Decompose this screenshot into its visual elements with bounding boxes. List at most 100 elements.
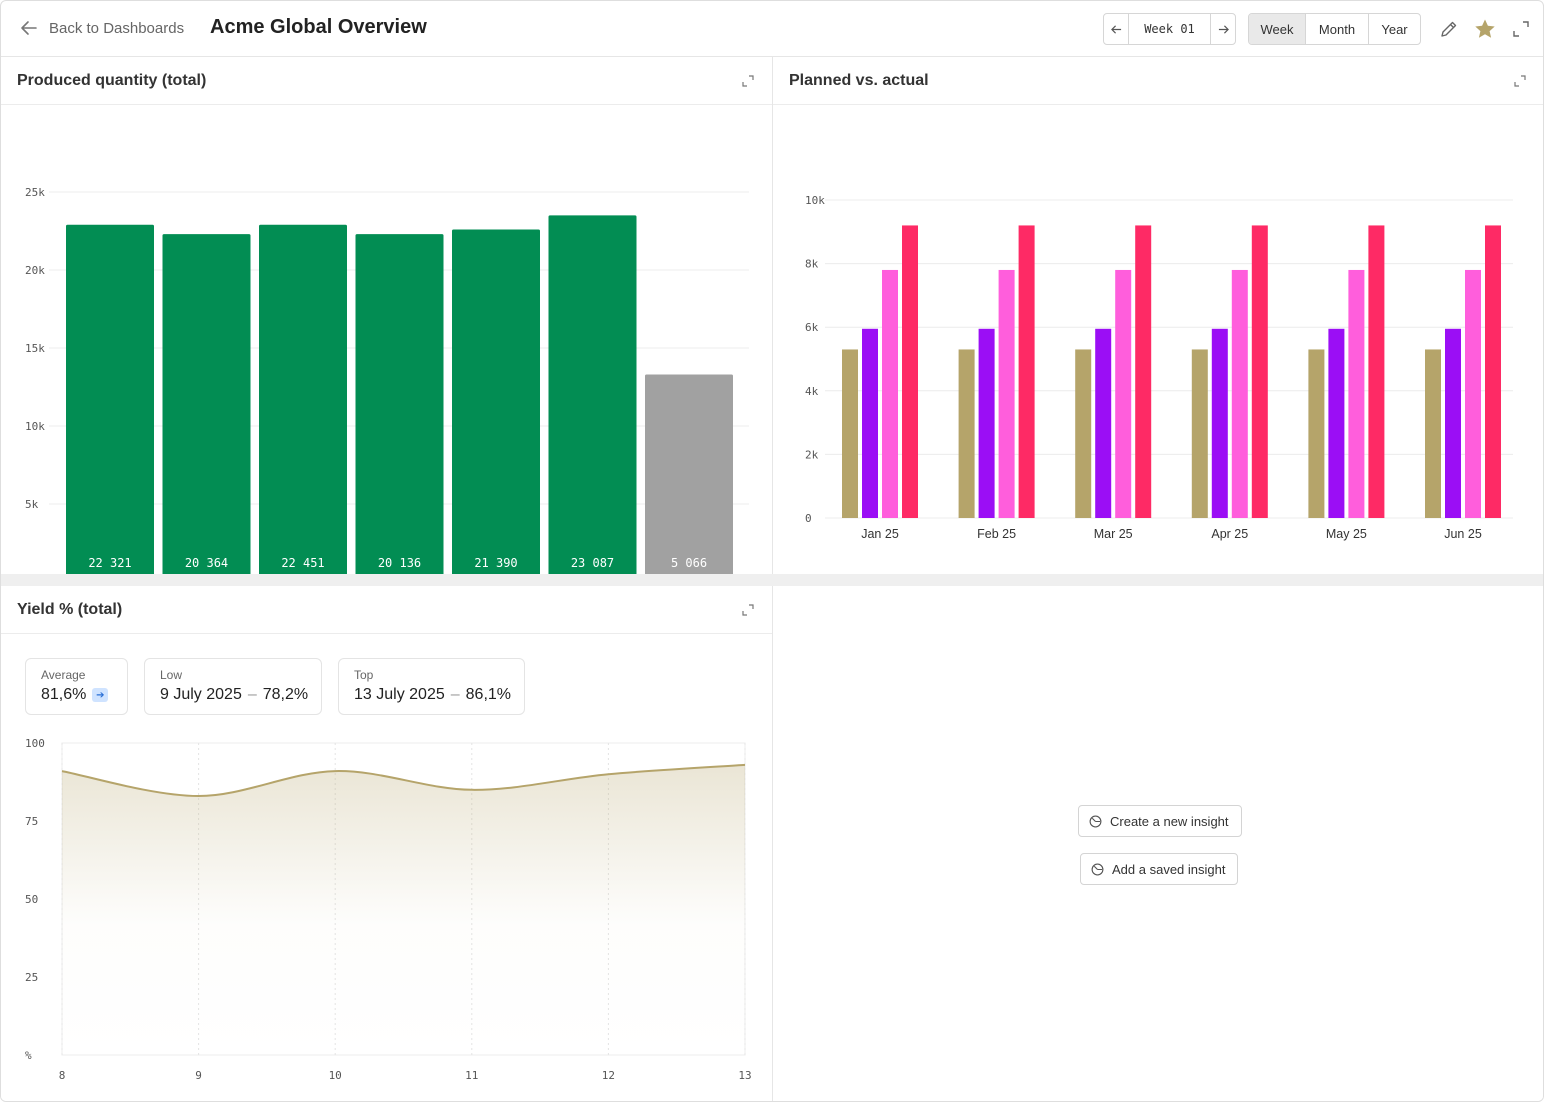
y-tick-label: 100 [25,737,45,750]
x-tick-label: Jun 25 [1444,527,1482,541]
bar [1251,225,1268,518]
x-tick-label: 12 [602,1069,615,1082]
back-to-dashboards-link[interactable]: Back to Dashboards [19,18,184,38]
expand-icon[interactable] [741,603,755,617]
bar [978,328,995,518]
panel-divider-horizontal [1,574,1543,586]
series-line [61,763,746,798]
planned-vs-actual-panel: Planned vs. actual 0 2k 4k 6k 8k 10k Jan 25 Feb… [773,57,1543,574]
x-tick-label: Apr 25 [1211,527,1248,541]
bar [1095,328,1112,518]
bar [162,234,251,574]
stat-label: Low [160,668,183,682]
low-stat-card: Low 9 July 2025 – 78,2% [144,658,322,715]
y-tick-label: 25k [25,186,45,199]
add-saved-insight-button[interactable]: Add a saved insight [1080,853,1239,885]
period-month-button[interactable]: Month [1306,14,1369,44]
bar [1115,269,1132,518]
bar [862,328,878,518]
bar-value-label: 20 364 [185,556,228,570]
bar [1328,328,1345,518]
y-tick-label: 2k [805,448,819,461]
fullscreen-icon [1513,21,1529,37]
x-tick-label: Mar 25 [1094,527,1133,541]
x-tick-label: Feb 25 [977,527,1016,541]
yield-chart: % 25 50 75 100 8 9 10 11 12 13 [25,737,752,1082]
y-tick-label: 15k [25,342,45,355]
create-insight-button[interactable]: Create a new insight [1078,805,1242,837]
expand-icon[interactable] [1513,74,1527,88]
bar-value-label: 22 321 [88,556,131,570]
y-tick-label: 20k [25,264,45,277]
bar [1425,349,1441,518]
bar [452,229,540,574]
bar [1191,349,1208,518]
previous-week-button[interactable] [1104,14,1129,44]
bar [1485,225,1501,518]
fullscreen-button[interactable] [1509,17,1533,41]
bar [1465,269,1481,518]
produced-quantity-panel: Produced quantity (total) 05k10k15k20k25… [1,57,772,574]
planned-vs-actual-chart: 0 2k 4k 6k 8k 10k Jan 25 Feb 25 Mar 25 Apr 25 May … [805,194,1513,541]
panel-header: Yield % (total) [1,586,772,634]
stat-label: Top [354,668,374,682]
stat-label: Average [41,668,86,682]
bar [1018,225,1035,518]
average-value: 81,6% [41,686,87,703]
bar [1308,349,1325,518]
bar [66,224,154,574]
panel-header: Planned vs. actual [773,57,1543,105]
y-tick-label: 10k [25,420,45,433]
y-tick-label: 25 [25,971,38,984]
arrow-left-icon [21,21,37,35]
bar [1135,225,1152,518]
x-tick-label: 8 [59,1069,66,1082]
bar [882,269,898,518]
period-year-button[interactable]: Year [1381,21,1408,37]
pencil-icon [1441,21,1457,37]
x-tick-label: May 25 [1326,527,1367,541]
period-week-button[interactable]: Week [1249,14,1306,44]
edit-button[interactable] [1437,17,1461,41]
add-saved-insight-label: Add a saved insight [1112,861,1226,877]
favorite-button[interactable] [1473,17,1497,41]
bar-value-label: 20 136 [378,556,421,570]
chart-pie-icon [1091,863,1104,875]
low-date: 9 July 2025 [160,686,242,703]
low-value: 78,2% [262,686,309,703]
bar [1231,269,1248,518]
y-tick-label: 75 [25,815,38,828]
x-tick-label: 9 [195,1069,202,1082]
y-tick-label: 50 [25,893,38,906]
x-tick-label: 10 [329,1069,342,1082]
x-tick-label: 11 [465,1069,478,1082]
bar [259,224,347,574]
y-tick-label: 4k [805,385,819,398]
week-label: Week 01 [1144,22,1195,36]
bar [355,234,444,574]
y-tick-label: 6k [805,321,819,334]
bar [1348,269,1365,518]
panel-header: Produced quantity (total) [1,57,772,105]
separator: – [247,686,257,703]
bar-value-label: 5 066 [671,556,707,570]
separator: – [450,686,460,703]
bar [1445,328,1461,518]
x-tick-label: 13 [738,1069,751,1082]
y-tick-label: % [25,1049,32,1062]
next-week-button[interactable] [1210,14,1235,44]
bar [645,374,733,574]
arrow-right-icon: ➔ [92,688,109,702]
y-tick-label: 5k [25,498,39,511]
chart-pie-icon [1089,815,1102,827]
week-navigator: Week 01 [1103,13,1236,45]
top-value: 86,1% [465,686,512,703]
expand-icon[interactable] [741,74,755,88]
panel-title: Produced quantity (total) [17,72,207,89]
bar [1368,225,1385,518]
top-bar: Back to Dashboards Acme Global Overview … [1,1,1543,57]
bar [548,215,637,574]
panel-title: Yield % (total) [17,601,123,618]
bar [958,349,975,518]
bar [1211,328,1228,518]
